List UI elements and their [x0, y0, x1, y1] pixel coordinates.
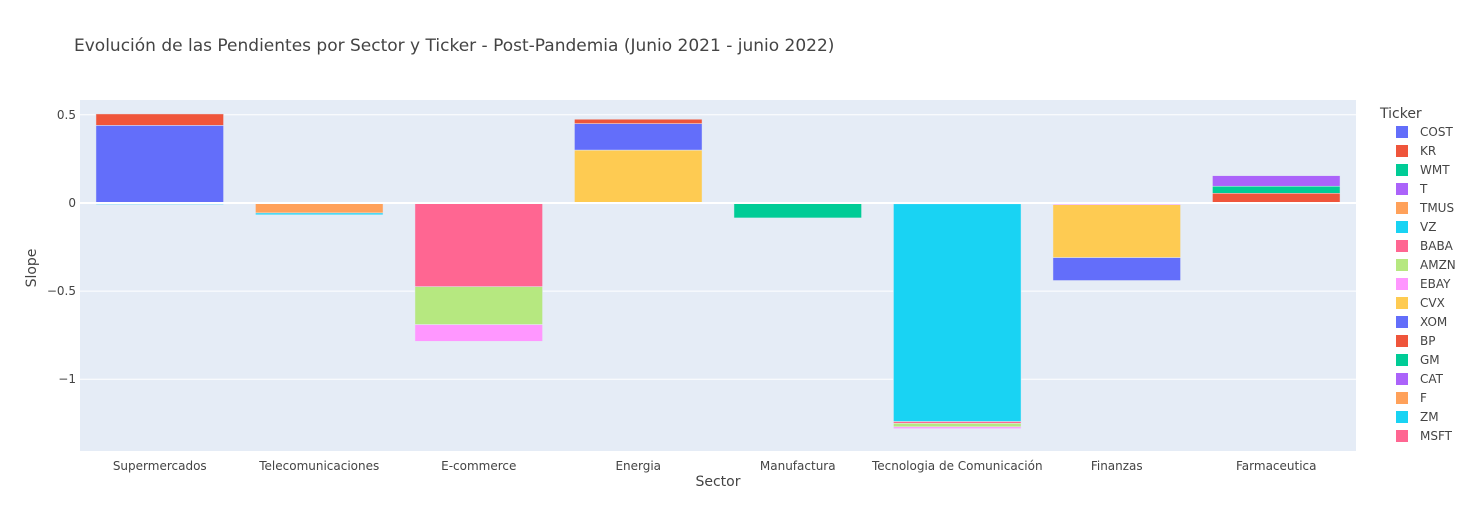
bar-msft: [893, 421, 1022, 424]
bar-cost: [95, 125, 224, 204]
bar-ebay: [414, 324, 543, 342]
y-tick-label: −0.5: [47, 284, 76, 298]
legend-swatch: [1396, 126, 1408, 138]
legend: Ticker COST KR WMT T TMUS VZ BABA AMZN EBAY CVX XO…: [1379, 106, 1456, 443]
bar-bp: [574, 118, 703, 124]
legend-swatch: [1396, 259, 1408, 271]
legend-swatch: [1396, 183, 1408, 195]
legend-entry[interactable]: GM: [1420, 353, 1440, 367]
legend-entry[interactable]: EBAY: [1420, 277, 1451, 291]
bar-baba: [414, 202, 543, 287]
legend-entry[interactable]: XOM: [1420, 315, 1447, 329]
legend-swatch: [1396, 164, 1408, 176]
legend-entry[interactable]: COST: [1420, 125, 1453, 139]
x-tick-label: Energia: [615, 459, 661, 473]
x-tick-label: Finanzas: [1091, 459, 1143, 473]
legend-entry[interactable]: KR: [1420, 144, 1436, 158]
legend-entry[interactable]: F: [1420, 391, 1427, 405]
legend-swatch: [1396, 392, 1408, 404]
bar-cvx: [1052, 204, 1181, 258]
x-tick-label: Manufactura: [760, 459, 836, 473]
bar-xom: [574, 123, 703, 151]
legend-entry[interactable]: CVX: [1420, 296, 1445, 310]
legend-swatch: [1396, 373, 1408, 385]
bar-xom: [1052, 257, 1181, 281]
x-tick-label: Farmaceutica: [1236, 459, 1317, 473]
legend-swatch: [1396, 278, 1408, 290]
legend-swatch: [1396, 202, 1408, 214]
bar-zm: [893, 203, 1022, 422]
legend-swatch: [1396, 240, 1408, 252]
bar-amzn: [414, 286, 543, 325]
y-tick-label: −1: [58, 372, 76, 386]
bar-tmus: [255, 203, 384, 214]
legend-title: Ticker: [1379, 106, 1422, 122]
legend-entry[interactable]: TMUS: [1419, 201, 1454, 215]
y-tick-labels: 0.5 0 −0.5 −1: [47, 108, 76, 386]
legend-entry[interactable]: CAT: [1420, 372, 1444, 386]
bar-cat: [1212, 175, 1341, 187]
x-tick-label: Tecnologia de Comunicación: [871, 459, 1043, 473]
legend-swatch: [1396, 335, 1408, 347]
bar-segment: [893, 426, 1022, 429]
legend-entry[interactable]: WMT: [1420, 163, 1450, 177]
bar-cvx: [574, 149, 703, 204]
legend-swatch: [1396, 430, 1408, 442]
legend-swatch: [1396, 354, 1408, 366]
bar-gm: [1212, 185, 1341, 194]
legend-entry[interactable]: BP: [1420, 334, 1435, 348]
y-axis-title: Slope: [24, 249, 40, 288]
bar-segment: [893, 423, 1022, 428]
y-tick-label: 0.5: [57, 108, 76, 122]
legend-entry[interactable]: AMZN: [1420, 258, 1456, 272]
bar-gm: [733, 202, 862, 219]
x-axis-title: Sector: [695, 474, 740, 490]
bar-kr: [95, 113, 224, 126]
legend-entry[interactable]: MSFT: [1420, 429, 1453, 443]
legend-entry[interactable]: T: [1419, 182, 1428, 196]
x-tick-label: Supermercados: [113, 459, 207, 473]
bar-bp: [1212, 193, 1341, 204]
legend-swatch: [1396, 411, 1408, 423]
legend-swatch: [1396, 221, 1408, 233]
legend-swatch: [1396, 316, 1408, 328]
legend-swatch: [1396, 297, 1408, 309]
bar-vz: [255, 212, 384, 216]
legend-entry[interactable]: BABA: [1420, 239, 1454, 253]
x-tick-label: E-commerce: [441, 459, 516, 473]
x-tick-label: Telecomunicaciones: [258, 459, 379, 473]
bars: [80, 113, 1356, 429]
chart-title: Evolución de las Pendientes por Sector y…: [74, 36, 834, 56]
x-tick-labels: Supermercados Telecomunicaciones E-commerc…: [113, 459, 1317, 473]
legend-entry[interactable]: VZ: [1420, 220, 1436, 234]
grid-lines: [80, 114, 1356, 380]
legend-entry[interactable]: ZM: [1420, 410, 1439, 424]
legend-swatch: [1396, 145, 1408, 157]
y-tick-label: 0: [68, 196, 76, 210]
